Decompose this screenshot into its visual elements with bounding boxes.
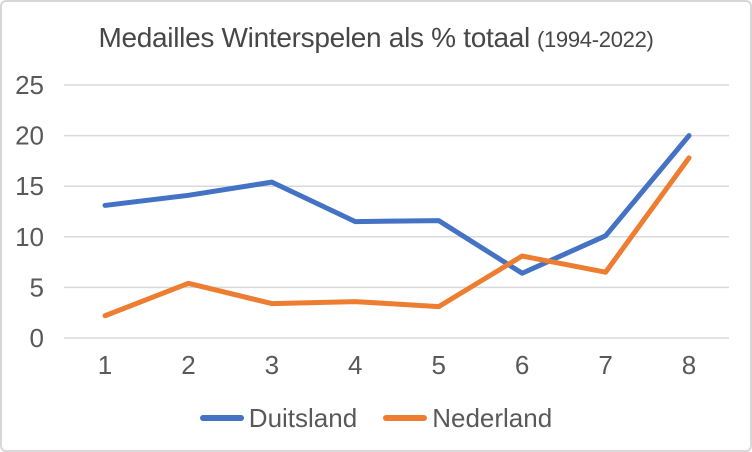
series-line-nederland (102, 155, 692, 319)
y-tick-label-20: 20 (15, 121, 44, 151)
legend-swatch-nederland-line (383, 415, 428, 421)
x-tick-label-7: 7 (598, 350, 612, 380)
legend-item-duitsland: Duitsland (199, 402, 358, 434)
x-tick-label-8: 8 (682, 350, 696, 380)
legend-item-nederland: Nederland (383, 403, 552, 434)
legend: Duitsland Nederland (2, 400, 750, 436)
x-tick-label-1: 1 (98, 350, 112, 380)
x-tick-label-6: 6 (515, 350, 529, 380)
chart-title-suffix: (1994-2022) (536, 27, 654, 52)
x-tick-label-5: 5 (431, 350, 445, 380)
series-line-duitsland (102, 133, 692, 276)
legend-label-nederland: Nederland (432, 402, 553, 433)
y-tick-label-10: 10 (15, 222, 44, 252)
x-tick-label-2: 2 (181, 350, 195, 380)
chart-title-main: Medailles Winterspelen als % totaal (98, 22, 530, 53)
y-tick-label-25: 25 (15, 70, 44, 100)
y-tick-label-15: 15 (15, 171, 44, 201)
y-tick-label-0: 0 (30, 323, 44, 353)
legend-swatch-duitsland-line (199, 415, 244, 421)
x-tick-label-4: 4 (348, 350, 362, 380)
legend-label-duitsland: Duitsland (248, 402, 358, 433)
chart-title: Medailles Winterspelen als % totaal (1994… (2, 22, 750, 54)
x-tick-label-3: 3 (265, 350, 279, 380)
y-tick-label-5: 5 (30, 272, 44, 302)
